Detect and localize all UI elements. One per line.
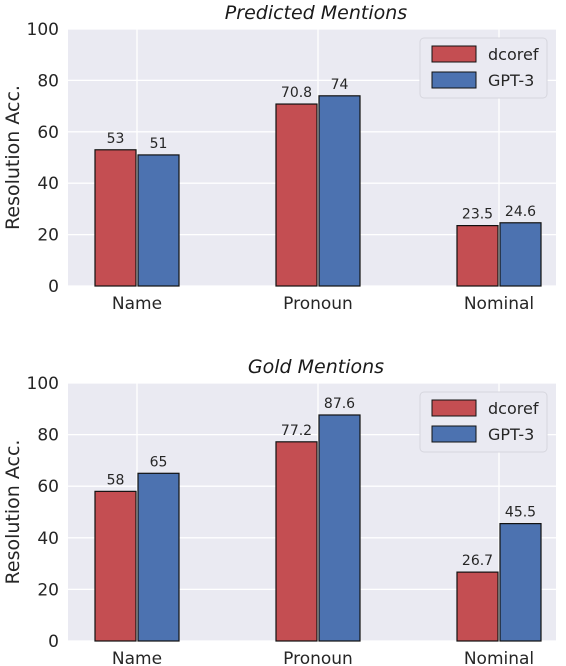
data-label: 45.5 — [505, 505, 536, 521]
y-tick-label: 100 — [27, 374, 59, 394]
y-tick-label: 0 — [48, 632, 59, 652]
legend-swatch-dcoref — [431, 45, 477, 63]
x-tick-label: Name — [112, 294, 162, 314]
data-label: 51 — [150, 136, 168, 152]
x-tick-label: Pronoun — [283, 294, 353, 314]
bar-gpt-3-name — [137, 154, 180, 287]
data-label: 65 — [150, 454, 168, 470]
data-label: 74 — [331, 77, 349, 93]
y-tick-label: 0 — [48, 277, 59, 297]
data-label: 77.2 — [281, 423, 312, 439]
data-label: 58 — [107, 472, 125, 488]
bar-dcoref-nominal — [456, 225, 499, 287]
y-tick-label: 100 — [27, 20, 59, 40]
y-tick-label: 20 — [37, 226, 59, 246]
x-tick-label: Nominal — [464, 294, 534, 314]
y-axis-label: Resolution Acc. — [2, 85, 24, 230]
y-tick-label: 40 — [37, 174, 59, 194]
bar-gpt-3-name — [137, 472, 180, 642]
legend-swatch-gpt-3 — [431, 425, 477, 443]
y-tick-label: 80 — [37, 71, 59, 91]
x-tick-label: Pronoun — [283, 649, 353, 666]
data-label: 53 — [107, 131, 125, 147]
bar-gpt-3-nominal — [499, 222, 542, 287]
bar-dcoref-pronoun — [275, 103, 318, 287]
chart-title: Gold Mentions — [248, 356, 384, 378]
data-label: 24.6 — [505, 204, 536, 220]
bar-dcoref-pronoun — [275, 441, 318, 642]
legend-label: dcoref — [488, 399, 539, 418]
bar-dcoref-name — [94, 490, 137, 642]
x-tick-label: Nominal — [464, 649, 534, 666]
bar-dcoref-name — [94, 149, 137, 287]
legend: dcoref GPT-3 — [419, 37, 548, 99]
data-label: 26.7 — [462, 553, 493, 569]
legend-label: dcoref — [488, 45, 539, 64]
x-tick-label: Name — [112, 649, 162, 666]
bar-gpt-3-nominal — [499, 523, 542, 642]
legend-label: GPT-3 — [488, 425, 534, 444]
y-axis-label: Resolution Acc. — [2, 440, 24, 585]
y-tick-label: 60 — [37, 123, 59, 143]
y-tick-label: 80 — [37, 426, 59, 446]
legend: dcoref GPT-3 — [419, 391, 548, 453]
y-tick-label: 20 — [37, 580, 59, 600]
chart-title: Predicted Mentions — [225, 2, 408, 24]
bar-gpt-3-pronoun — [318, 414, 361, 642]
legend-swatch-dcoref — [431, 399, 477, 417]
bar-dcoref-nominal — [456, 571, 499, 642]
bar-gpt-3-pronoun — [318, 95, 361, 287]
legend-swatch-gpt-3 — [431, 71, 477, 89]
chart-panel-2: 0 20 40 60 80 100 58 77.2 26.7 65 87.6 45.5 Name Pron… — [2, 356, 556, 666]
y-tick-label: 40 — [37, 529, 59, 549]
y-tick-label: 60 — [37, 477, 59, 497]
data-label: 87.6 — [324, 396, 355, 412]
data-label: 70.8 — [281, 85, 312, 101]
legend-label: GPT-3 — [488, 71, 534, 90]
chart-panel-1: 0 20 40 60 80 100 53 70.8 23.5 51 74 24.6 Name Pronou… — [2, 2, 556, 314]
data-label: 23.5 — [462, 207, 493, 223]
